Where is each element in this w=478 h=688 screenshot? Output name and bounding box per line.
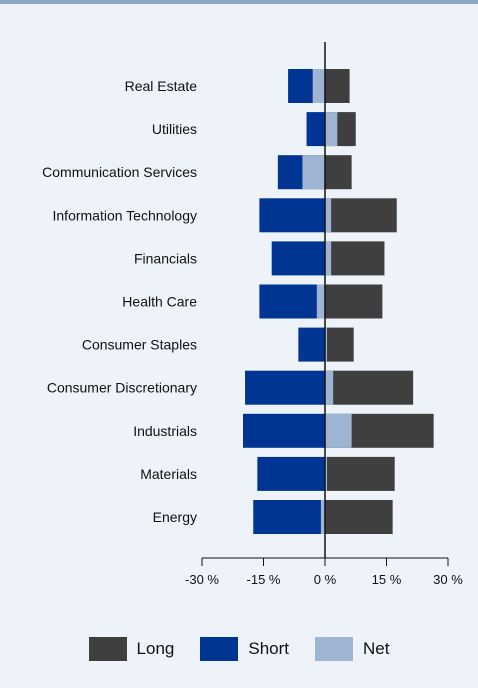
- bar-short-consumer-discretionary: [245, 370, 325, 405]
- bar-long-consumer-discretionary: [325, 370, 414, 405]
- bar-short-information-technology: [259, 198, 325, 233]
- category-label-consumer-discretionary: Consumer Discretionary: [47, 380, 197, 396]
- bar-net-health-care: [316, 284, 325, 319]
- bar-net-materials: [325, 456, 328, 491]
- legend-label-long: Long: [136, 639, 175, 658]
- bar-long-energy: [325, 500, 393, 534]
- bar-net-communication-services: [302, 155, 325, 190]
- bar-long-communication-services: [325, 155, 352, 190]
- category-label-utilities: Utilities: [152, 121, 197, 137]
- bar-short-materials: [257, 456, 325, 491]
- bar-long-materials: [325, 456, 395, 491]
- category-label-communication-services: Communication Services: [42, 164, 197, 180]
- bar-net-utilities: [325, 112, 338, 147]
- legend-swatch-long: [88, 637, 127, 661]
- category-label-industrials: Industrials: [133, 423, 197, 439]
- bar-short-financials: [271, 241, 325, 276]
- top-rule: [0, 0, 478, 4]
- category-label-consumer-staples: Consumer Staples: [82, 337, 197, 353]
- legend: Long Short Net: [0, 636, 478, 662]
- bar-long-real-estate: [325, 69, 350, 103]
- bar-net-consumer-discretionary: [325, 370, 334, 405]
- category-label-materials: Materials: [140, 466, 197, 482]
- bar-net-information-technology: [325, 198, 332, 233]
- bar-net-real-estate: [312, 69, 325, 103]
- bar-long-health-care: [325, 284, 383, 319]
- category-label-financials: Financials: [134, 250, 197, 266]
- x-tick-label-4: 30 %: [433, 572, 463, 587]
- bar-short-health-care: [259, 284, 325, 319]
- bar-long-information-technology: [325, 198, 397, 233]
- bar-long-consumer-staples: [325, 327, 354, 362]
- bar-short-utilities: [306, 112, 325, 147]
- category-label-health-care: Health Care: [122, 294, 197, 310]
- category-label-energy: Energy: [153, 509, 197, 525]
- legend-item-short: Short: [200, 637, 289, 661]
- category-label-information-technology: Information Technology: [53, 207, 198, 223]
- legend-item-long: Long: [88, 637, 175, 661]
- bar-short-industrials: [243, 413, 325, 448]
- bar-net-financials: [325, 241, 332, 276]
- bar-net-energy: [320, 500, 325, 534]
- x-tick-label-0: -30 %: [185, 572, 219, 587]
- legend-label-net: Net: [363, 639, 390, 658]
- legend-swatch-short: [200, 637, 239, 661]
- bar-chart: Real Estate Utilities Communication Servic…: [42, 42, 463, 587]
- category-label-real-estate: Real Estate: [125, 78, 198, 94]
- legend-item-net: Net: [315, 637, 389, 661]
- x-tick-label-3: 15 %: [372, 572, 402, 587]
- bar-short-consumer-staples: [298, 327, 325, 362]
- x-tick-label-1: -15 %: [247, 572, 281, 587]
- x-tick-label-2: 0 %: [314, 572, 337, 587]
- legend-swatch-net: [315, 637, 353, 661]
- bar-net-industrials: [325, 413, 352, 448]
- legend-label-short: Short: [248, 639, 289, 658]
- bar-net-consumer-staples: [325, 327, 328, 362]
- bar-long-financials: [325, 241, 385, 276]
- bar-short-energy: [253, 500, 325, 534]
